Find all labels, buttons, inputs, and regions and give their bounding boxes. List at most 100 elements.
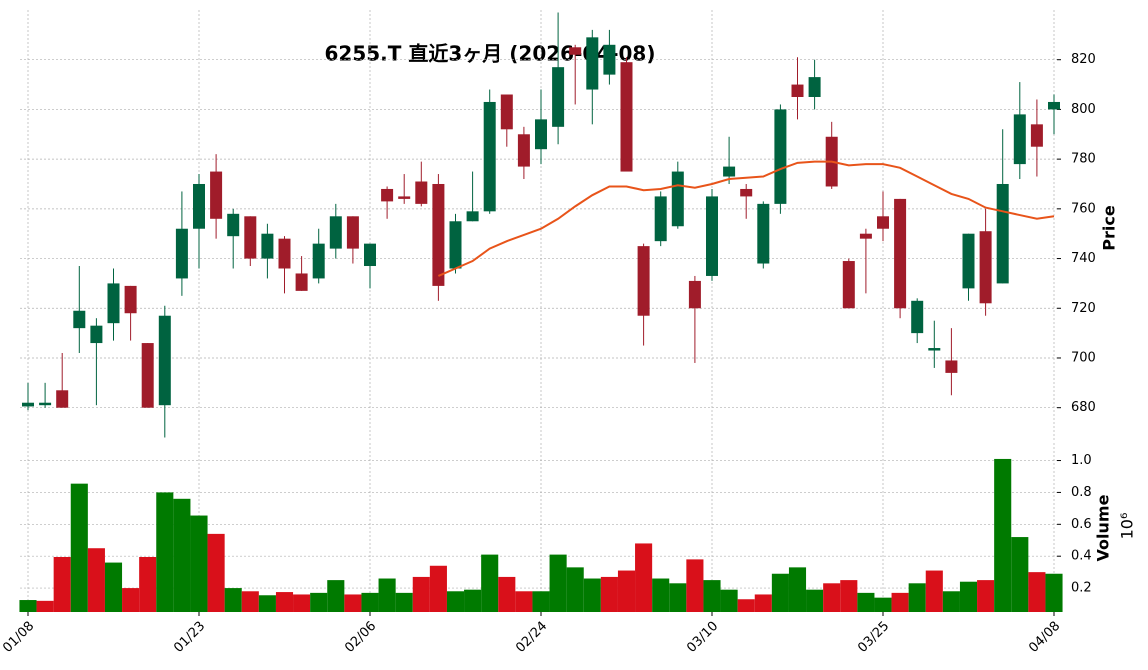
- volume-bar: [959, 581, 978, 612]
- candle-body: [1013, 114, 1026, 165]
- x-tick-label: 01/23: [171, 619, 208, 656]
- candle-body: [740, 188, 753, 197]
- candle-body: [210, 171, 223, 219]
- candle-body: [603, 44, 616, 75]
- volume-bar: [498, 576, 516, 612]
- candle-body: [158, 315, 171, 406]
- candle-body: [877, 216, 889, 229]
- candle-body: [278, 238, 291, 269]
- volume-bar: [173, 498, 191, 612]
- volume-bar: [891, 592, 909, 612]
- volume-bar: [156, 492, 174, 612]
- volume-bar: [549, 554, 567, 612]
- candle-body: [962, 233, 975, 289]
- candle-body: [808, 77, 821, 97]
- volume-bar: [635, 543, 653, 612]
- y-tick-label: 0.8: [1071, 485, 1092, 500]
- candle-body: [706, 196, 718, 276]
- volume-bar: [361, 592, 379, 612]
- volume-bar: [190, 515, 208, 612]
- volume-bar: [275, 592, 294, 612]
- candle-body: [56, 390, 69, 408]
- candle-body: [449, 221, 462, 269]
- candle-body: [483, 101, 496, 212]
- volume-bar: [258, 595, 276, 612]
- candle-body: [175, 228, 188, 279]
- y-tick-label: 1.0: [1071, 453, 1092, 468]
- volume-bar: [703, 580, 721, 612]
- volume-bar: [87, 548, 105, 612]
- y-tick-label: 780: [1071, 152, 1096, 167]
- volume-bar: [310, 592, 328, 612]
- candle-body: [569, 47, 582, 55]
- x-tick-label: 02/06: [342, 619, 379, 656]
- candle-body: [1048, 101, 1060, 110]
- candle-body: [945, 360, 958, 373]
- y-tick-label: 820: [1071, 52, 1096, 67]
- volume-bar: [1011, 537, 1029, 612]
- volume-bar: [994, 458, 1012, 612]
- candle-body: [124, 285, 137, 314]
- volume-bar: [515, 591, 533, 612]
- candle-body: [894, 198, 907, 309]
- volume-bar: [464, 589, 482, 612]
- candle-body: [244, 216, 257, 259]
- candle-body: [586, 37, 599, 90]
- candle-body: [466, 211, 479, 222]
- volume-bar: [925, 570, 943, 612]
- candle-body: [654, 196, 667, 242]
- candle-body: [859, 233, 872, 239]
- candle-body: [1030, 124, 1043, 147]
- volume-bar: [344, 594, 362, 612]
- volume-bar: [207, 533, 225, 612]
- volume-bar: [1045, 573, 1063, 612]
- candle-body: [774, 109, 787, 204]
- candle-body: [227, 213, 240, 237]
- candle-body: [141, 343, 154, 408]
- candle-body: [73, 310, 86, 329]
- y-tick-label: 0.4: [1071, 549, 1092, 564]
- volume-bar: [720, 589, 738, 612]
- volume-bar: [788, 567, 807, 612]
- x-tick-label: 01/08: [0, 619, 37, 656]
- candle-body: [928, 348, 941, 351]
- candle-body: [620, 62, 633, 172]
- candle-body: [295, 273, 308, 291]
- volume-bar: [857, 592, 875, 612]
- volume-bar: [754, 594, 772, 612]
- volume-bar: [36, 600, 54, 612]
- candle-body: [364, 243, 376, 267]
- candle-body: [261, 233, 274, 259]
- volume-bar: [122, 588, 140, 612]
- x-tick-label: 03/25: [855, 619, 892, 656]
- volume-bar: [412, 576, 430, 612]
- volume-bar: [874, 597, 892, 612]
- volume-bar: [669, 583, 687, 612]
- volume-bar: [823, 583, 841, 612]
- y-tick-label: 760: [1071, 201, 1096, 216]
- x-tick-label: 04/08: [1026, 619, 1063, 656]
- candle-body: [517, 134, 530, 167]
- volume-bar: [293, 594, 311, 612]
- candle-body: [996, 183, 1009, 284]
- candle-body: [723, 166, 736, 177]
- candle-body: [432, 183, 445, 286]
- candle-body: [842, 261, 855, 309]
- candle-body: [398, 196, 411, 199]
- y-tick-label: 680: [1071, 400, 1096, 415]
- volume-bar: [942, 591, 960, 612]
- y-tick-label: 0.6: [1071, 517, 1092, 532]
- volume-bar: [70, 483, 88, 612]
- candle-body: [346, 216, 359, 249]
- y-tick-label: 700: [1071, 350, 1096, 365]
- volume-bar: [53, 556, 71, 612]
- volume-bar: [737, 599, 755, 612]
- y-axis-label: Price: [1100, 205, 1119, 251]
- volume-bar: [532, 591, 550, 612]
- candle-body: [22, 402, 34, 407]
- x-tick-label: 03/10: [684, 619, 721, 656]
- offset-label: 10⁶: [1118, 513, 1137, 540]
- chart-title: 6255.T 直近3ヶ月 (2026-04-08): [325, 42, 656, 66]
- volume-bar: [771, 573, 789, 612]
